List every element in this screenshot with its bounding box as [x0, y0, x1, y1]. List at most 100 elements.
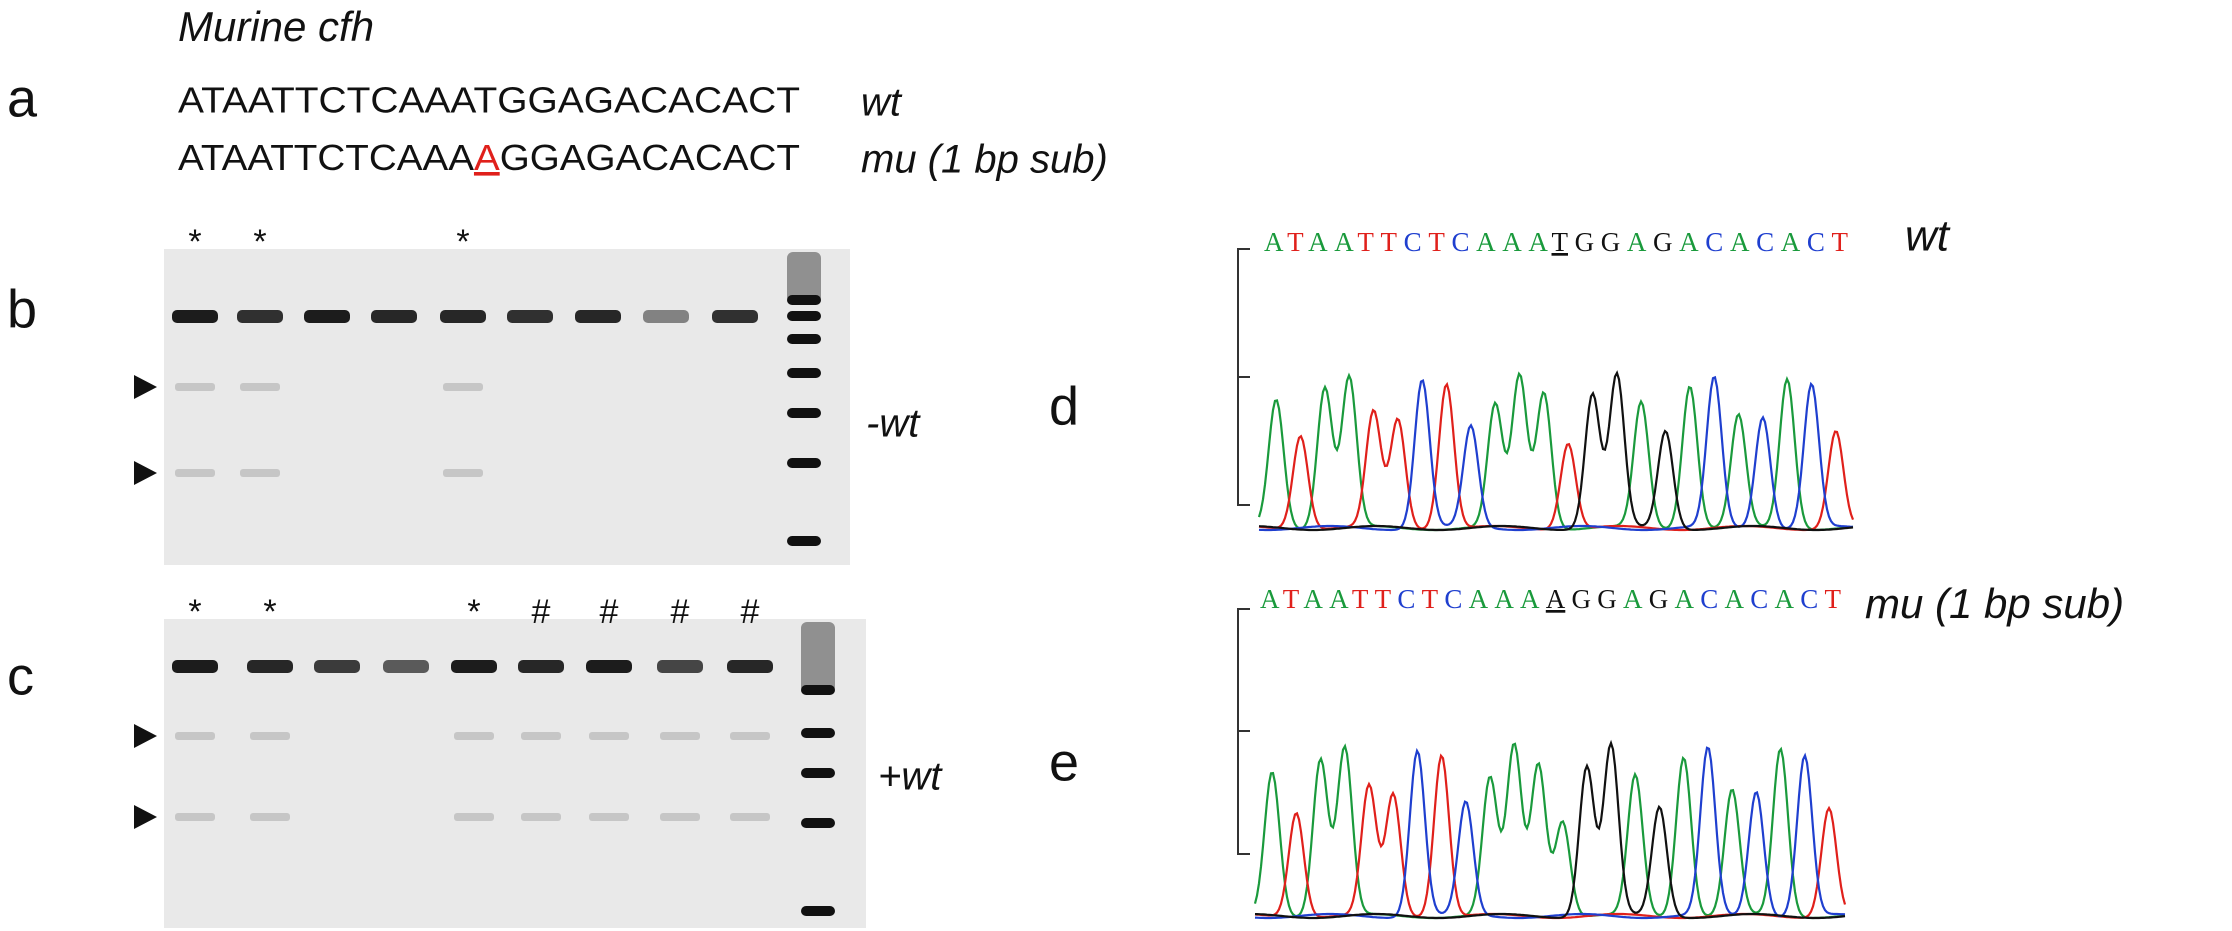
base: C — [1750, 584, 1768, 614]
band — [586, 660, 632, 673]
base: A — [1334, 227, 1354, 257]
lane-mark: # — [671, 593, 690, 631]
faint-band — [175, 813, 215, 821]
faint-band — [240, 469, 280, 477]
panel-label: b — [7, 279, 37, 339]
ladder-band — [787, 311, 821, 321]
base: T — [1381, 227, 1398, 257]
arrowhead — [134, 461, 157, 485]
base: G — [1601, 227, 1621, 257]
condition-label: -wt — [866, 402, 921, 446]
band — [172, 660, 218, 673]
lane-mark: * — [456, 223, 469, 261]
figure-title: Murine cfh — [178, 3, 374, 50]
base: T — [1552, 227, 1569, 257]
genotype-label: mu (1 bp sub) — [1865, 580, 2124, 627]
base: C — [1404, 227, 1422, 257]
band — [383, 660, 429, 673]
base: A — [1476, 227, 1496, 257]
lane-mark: * — [263, 593, 276, 631]
band — [451, 660, 497, 673]
lane-mark: * — [188, 223, 201, 261]
base: A — [1260, 584, 1280, 614]
ladder-band — [787, 368, 821, 378]
ladder-band — [787, 334, 821, 344]
lane-mark: # — [600, 593, 619, 631]
wt-sequence: ATAATTCTCAAATGGAGACACACT — [178, 80, 800, 121]
ladder-smear — [787, 252, 821, 303]
base: A — [1528, 227, 1548, 257]
base: A — [1627, 227, 1647, 257]
base: A — [1546, 584, 1566, 614]
base: T — [1352, 584, 1369, 614]
arrowhead — [134, 375, 157, 399]
faint-band — [589, 732, 629, 740]
faint-band — [175, 383, 215, 391]
base: T — [1422, 584, 1439, 614]
faint-band — [175, 732, 215, 740]
base: C — [1444, 584, 1462, 614]
base: C — [1451, 227, 1469, 257]
seq-part: A — [1546, 584, 1566, 614]
ladder-band — [787, 295, 821, 305]
faint-band — [443, 383, 483, 391]
trace — [1255, 739, 1846, 920]
base: A — [1303, 584, 1323, 614]
lane-mark: # — [741, 593, 760, 631]
base: G — [1653, 227, 1673, 257]
trace — [1258, 370, 1854, 532]
substitution: A — [474, 137, 500, 178]
base: A — [1469, 584, 1489, 614]
band — [440, 310, 486, 323]
base: G — [1575, 227, 1595, 257]
arrowhead — [134, 724, 157, 748]
ladder-smear — [801, 622, 835, 693]
genotype-label: wt — [861, 81, 903, 125]
ladder-band — [801, 685, 835, 695]
faint-band — [443, 469, 483, 477]
genotype-label: mu (1 bp sub) — [861, 138, 1108, 182]
base: T — [1375, 584, 1392, 614]
arrowhead — [134, 805, 157, 829]
base: A — [1730, 227, 1750, 257]
base: A — [1329, 584, 1349, 614]
faint-band — [589, 813, 629, 821]
ladder-band — [787, 536, 821, 546]
panel-label: a — [7, 68, 38, 128]
genotype-label: wt — [1905, 212, 1951, 261]
faint-band — [250, 732, 290, 740]
ladder-band — [801, 906, 835, 916]
trace — [1253, 742, 1846, 920]
ladder-band — [787, 408, 821, 418]
base: A — [1725, 584, 1745, 614]
faint-band — [175, 469, 215, 477]
lane-mark: * — [188, 593, 201, 631]
ladder-band — [801, 768, 835, 778]
ladder-band — [787, 458, 821, 468]
mu-sequence: ATAATTCTCAAA AGGAGACACACT — [178, 137, 800, 178]
base: T — [1428, 227, 1445, 257]
base: C — [1807, 227, 1825, 257]
base: A — [1520, 584, 1540, 614]
band — [657, 660, 703, 673]
base: A — [1502, 227, 1522, 257]
band — [247, 660, 293, 673]
ladder-band — [801, 728, 835, 738]
base: A — [1781, 227, 1801, 257]
base: C — [1800, 584, 1818, 614]
trace — [1257, 371, 1854, 532]
faint-band — [250, 813, 290, 821]
condition-label: +wt — [878, 755, 943, 799]
gel — [164, 619, 866, 928]
base: G — [1649, 584, 1669, 614]
faint-band — [660, 732, 700, 740]
band — [518, 660, 564, 673]
base: G — [1597, 584, 1617, 614]
trace — [1258, 381, 1855, 532]
faint-band — [730, 813, 770, 821]
